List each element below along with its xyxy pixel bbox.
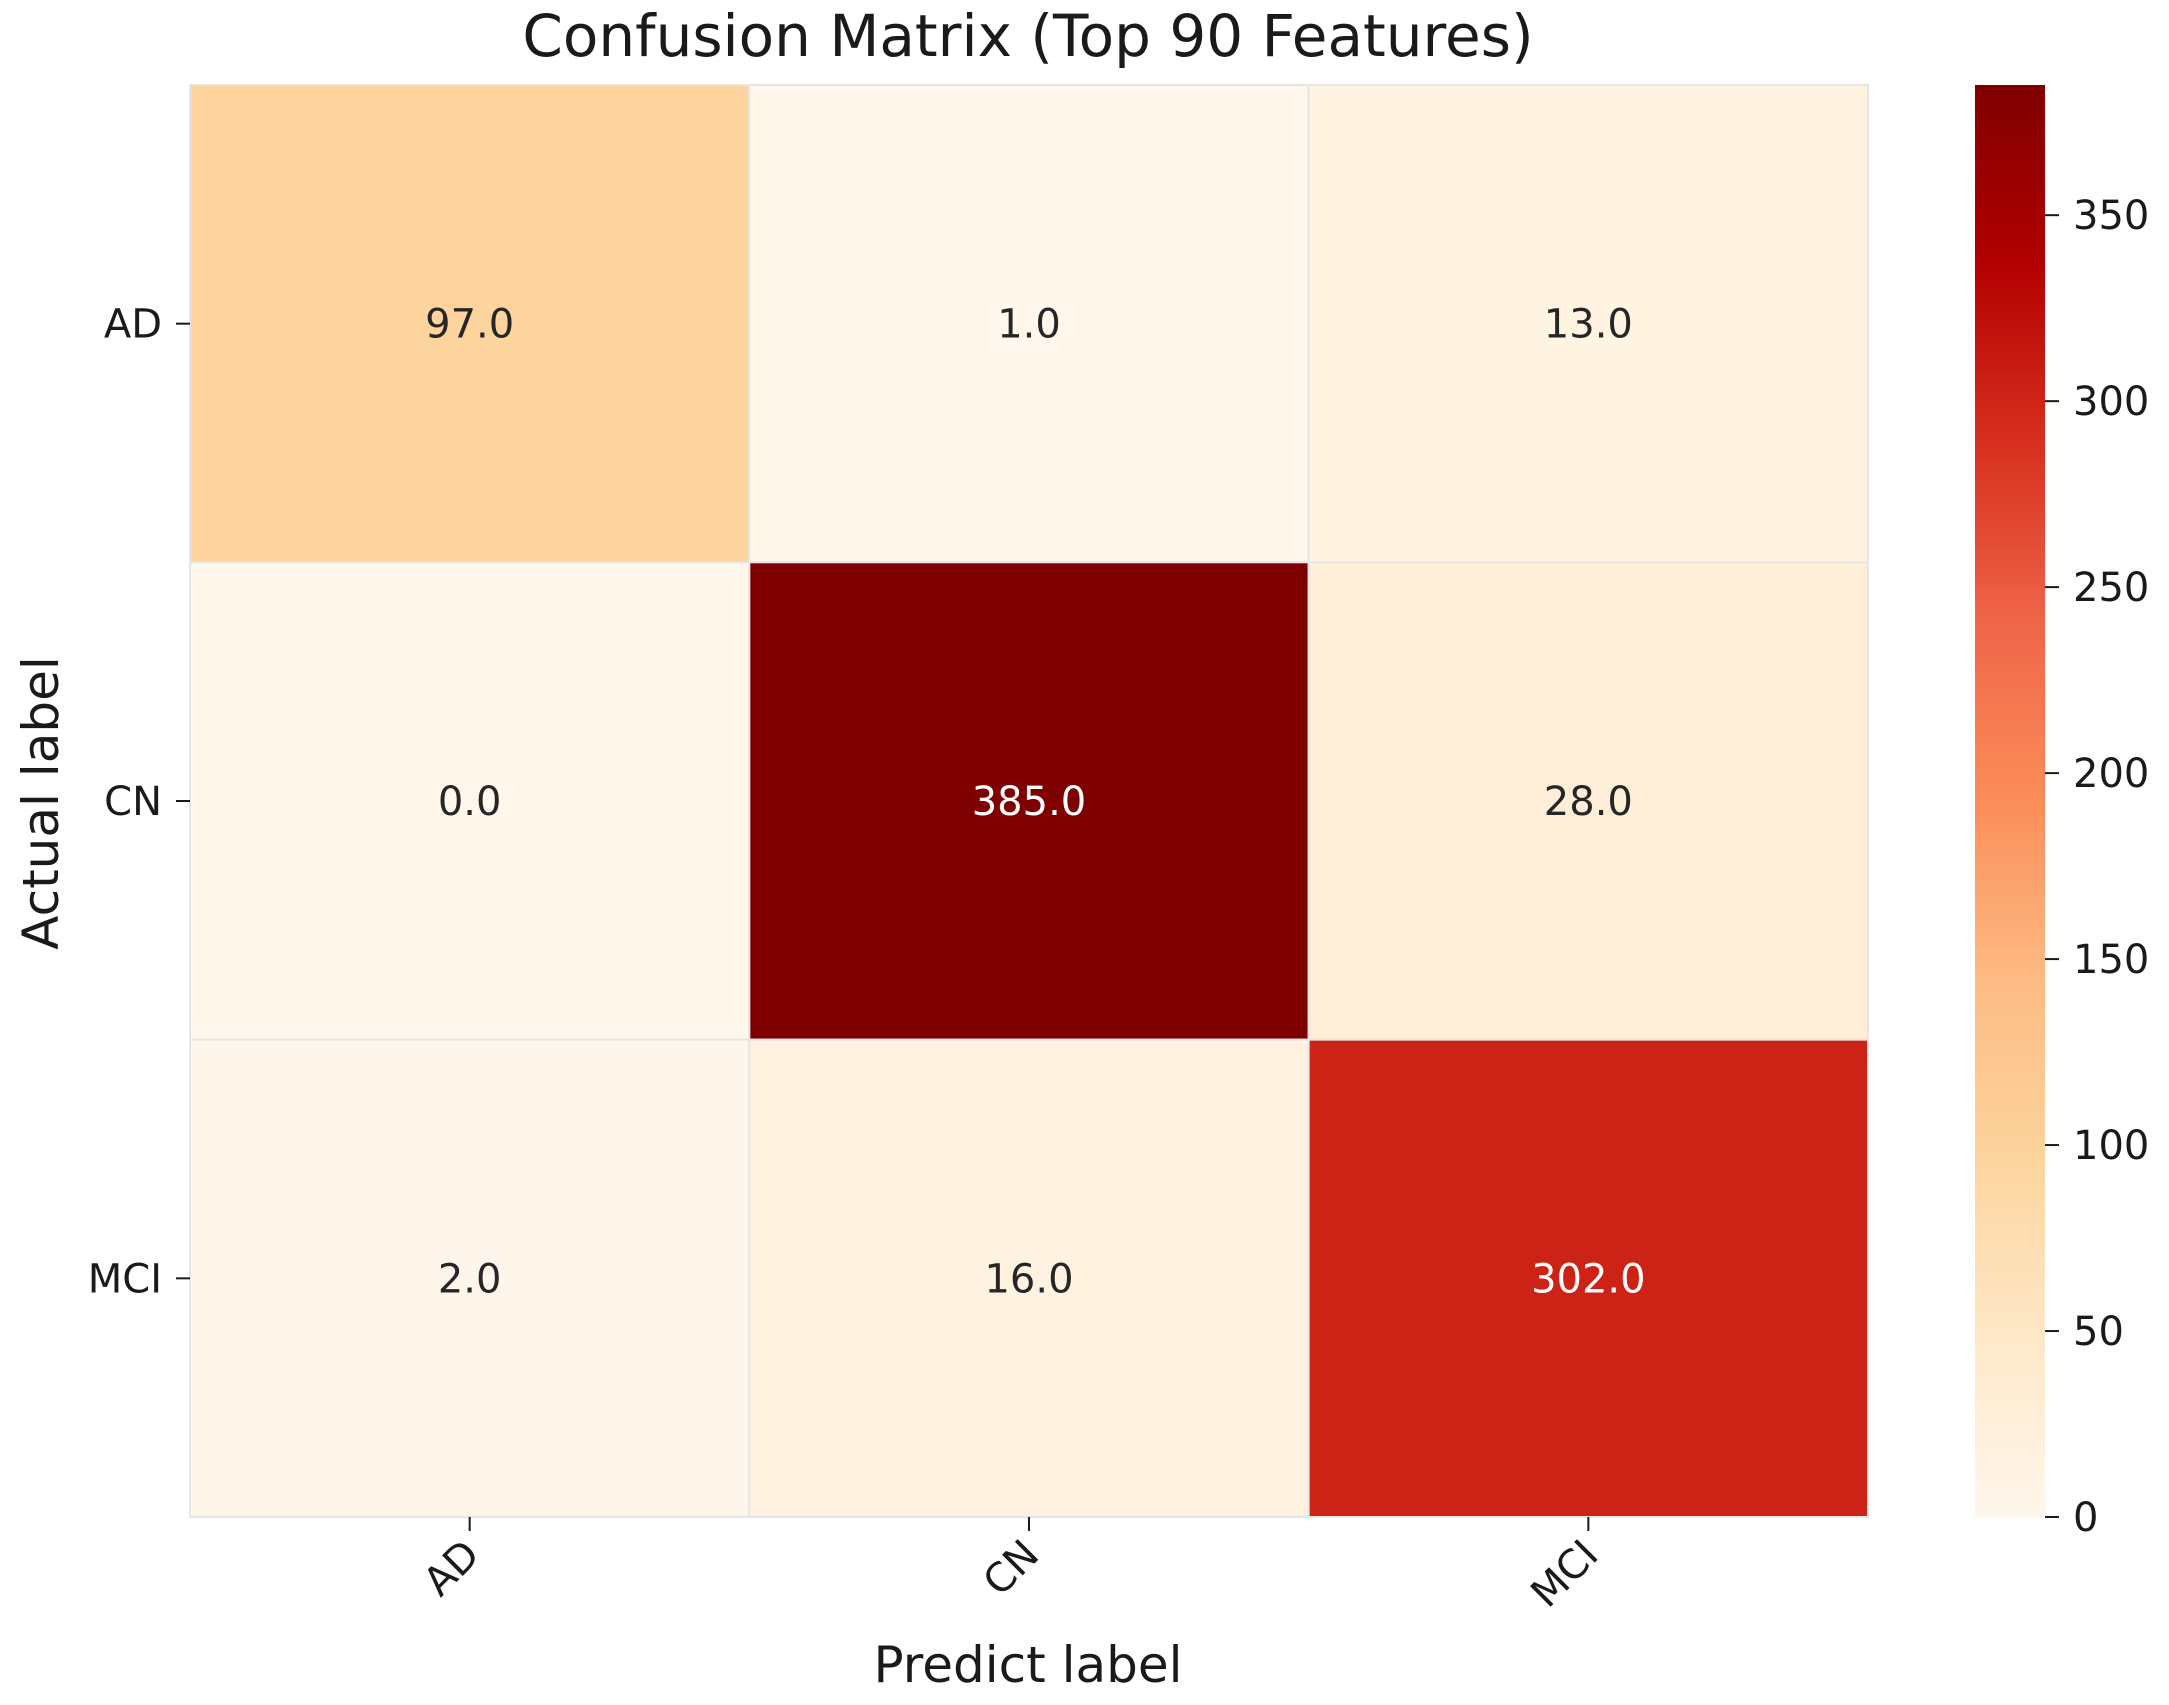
heatmap-cell bbox=[1307, 561, 1869, 1041]
cell-value-label: 16.0 bbox=[984, 1256, 1073, 1302]
colorbar-tick-label: 200 bbox=[2073, 751, 2149, 797]
heatmap-cell bbox=[189, 84, 751, 564]
cell-value-label: 0.0 bbox=[438, 779, 502, 825]
heatmap-cell bbox=[189, 1038, 751, 1518]
y-axis-label: Actual label bbox=[12, 656, 70, 949]
colorbar-ticks: 0 50 100 150 200 250 300 350 bbox=[2045, 193, 2149, 1541]
cell-value-label: 28.0 bbox=[1544, 779, 1633, 825]
colorbar-tick-label: 350 bbox=[2073, 193, 2149, 239]
heatmap-cell bbox=[748, 1038, 1310, 1518]
x-axis-ticks: AD CN MCI bbox=[415, 1517, 1607, 1617]
colorbar-tick-label: 50 bbox=[2073, 1309, 2124, 1355]
y-axis-ticks: AD CN MCI bbox=[88, 302, 190, 1302]
cell-value-label: 302.0 bbox=[1531, 1256, 1646, 1302]
cell-value-label: 2.0 bbox=[438, 1256, 502, 1302]
cell-value-label: 97.0 bbox=[425, 302, 514, 348]
x-tick-label: CN bbox=[975, 1532, 1048, 1605]
y-tick-label: AD bbox=[104, 302, 162, 348]
heatmap-cell bbox=[748, 84, 1310, 564]
heatmap-cell-labels: 97.0 1.0 13.0 0.0 385.0 28.0 2.0 16.0 302.0 bbox=[425, 302, 1645, 1303]
heatmap-cell bbox=[1307, 84, 1869, 564]
colorbar-tick-label: 100 bbox=[2073, 1123, 2149, 1169]
y-tick-label: MCI bbox=[88, 1256, 162, 1302]
cell-value-label: 1.0 bbox=[997, 302, 1061, 348]
heatmap-cell bbox=[748, 561, 1310, 1041]
colorbar-tick-label: 250 bbox=[2073, 565, 2149, 611]
cell-value-label: 13.0 bbox=[1544, 302, 1633, 348]
colorbar-tick-label: 150 bbox=[2073, 937, 2149, 983]
cell-value-label: 385.0 bbox=[972, 779, 1087, 825]
y-tick-label: CN bbox=[104, 779, 162, 825]
colorbar-tick-label: 300 bbox=[2073, 379, 2149, 425]
chart-title: Confusion Matrix (Top 90 Features) bbox=[522, 2, 1533, 70]
x-tick-label: AD bbox=[415, 1532, 489, 1606]
heatmap-cells bbox=[189, 84, 1869, 1518]
colorbar bbox=[1975, 85, 2045, 1517]
x-tick-label: MCI bbox=[1522, 1532, 1607, 1617]
colorbar-tick-label: 0 bbox=[2073, 1495, 2098, 1541]
heatmap-cell bbox=[189, 561, 751, 1041]
x-axis-label: Predict label bbox=[873, 1636, 1182, 1694]
